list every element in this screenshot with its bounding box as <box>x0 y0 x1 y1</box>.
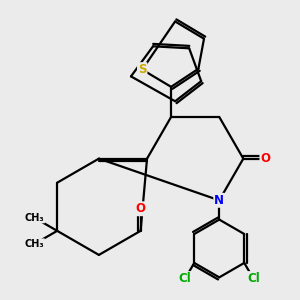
Text: Cl: Cl <box>247 272 260 285</box>
Text: Cl: Cl <box>179 272 192 285</box>
Text: CH₃: CH₃ <box>25 213 44 223</box>
Text: N: N <box>214 194 224 207</box>
Text: O: O <box>136 202 146 215</box>
Text: O: O <box>260 152 270 165</box>
Text: CH₃: CH₃ <box>25 239 44 249</box>
Text: S: S <box>138 63 146 76</box>
